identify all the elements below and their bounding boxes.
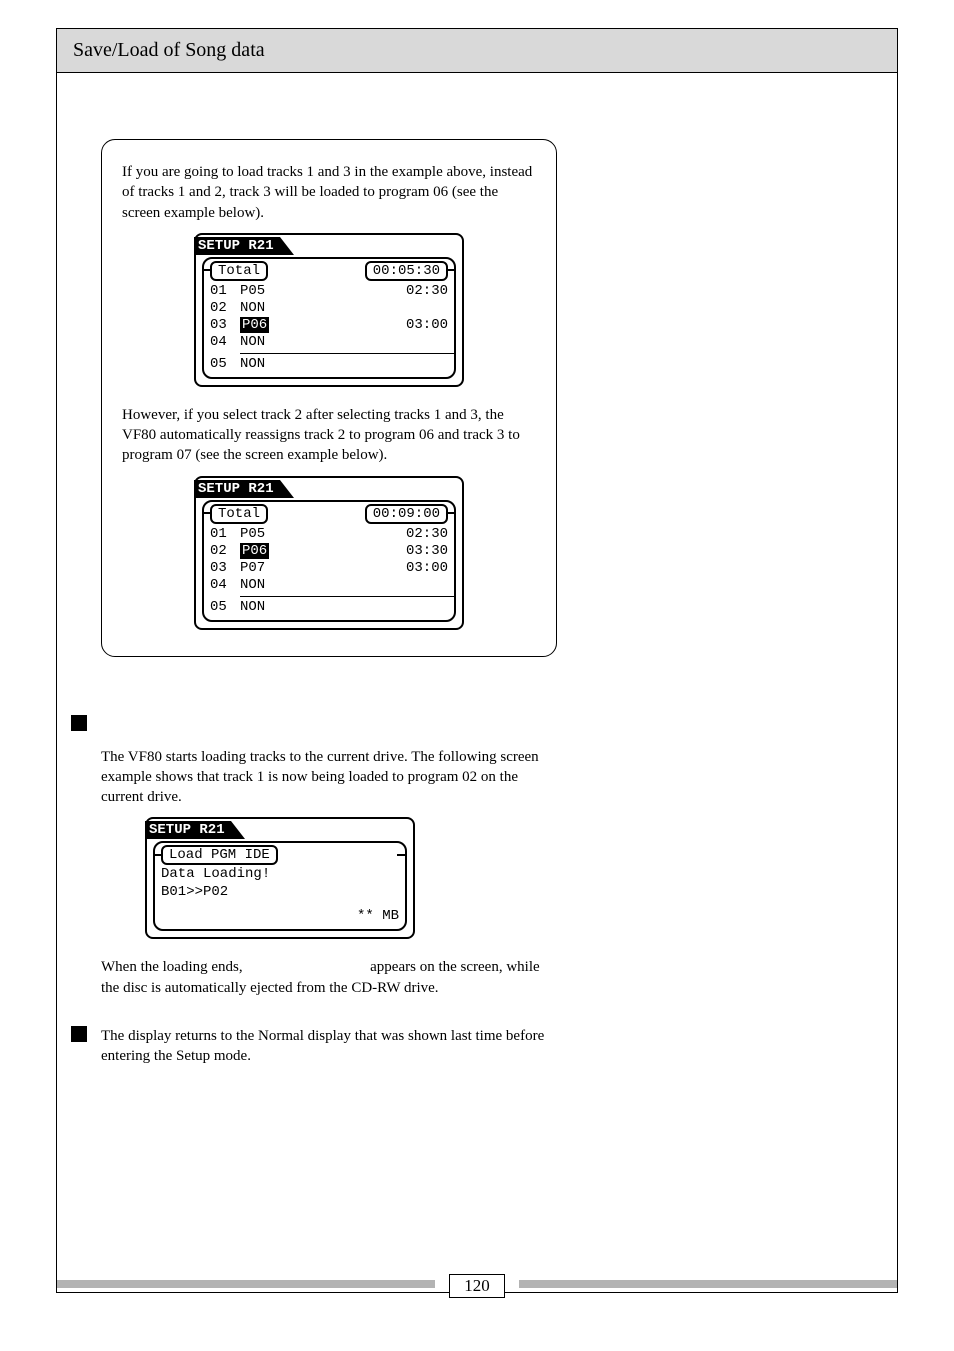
lcd-3-wrap: SETUP R21 Load PGM IDE Data Loading! B01…	[145, 817, 557, 939]
section-loading-start: The VF80 starts loading tracks to the cu…	[101, 711, 557, 998]
lcd-2-wrap: SETUP R21 Total 00:09:00 01 P05	[122, 476, 536, 630]
content-column: If you are going to load tracks 1 and 3 …	[101, 139, 557, 1066]
lcd-1-wrap: SETUP R21 Total 00:05:30 01 P05	[122, 233, 536, 387]
lcd-2-row: 01 P05 02:30	[210, 526, 448, 543]
lcd-1-row: 01 P05 02:30	[210, 283, 448, 300]
lcd-2-row: 03 P07 03:00	[210, 560, 448, 577]
section-return-normal: The display returns to the Normal displa…	[101, 1026, 557, 1067]
lcd-1-row: 02 NON	[210, 300, 448, 317]
loading-paragraph: The VF80 starts loading tracks to the cu…	[101, 747, 557, 808]
lcd-1-tab: SETUP R21	[194, 237, 280, 255]
lcd-1-rows: 01 P05 02:30 02 NON 03 P06	[210, 283, 448, 373]
loading-end-paragraph: When the loading ends, appears on the sc…	[101, 957, 557, 998]
lcd-2-tab: SETUP R21	[194, 480, 280, 498]
note-paragraph-2: However, if you select track 2 after sel…	[122, 405, 536, 466]
lcd-1-total-time: 00:05:30	[365, 261, 448, 281]
page-number-wrap: 120	[57, 1274, 897, 1298]
lcd-3-line-1: Data Loading!	[161, 865, 399, 883]
lcd-1-row: 03 P06 03:00	[210, 317, 448, 334]
lcd-1-row: 04 NON	[210, 334, 448, 351]
lcd-2-row: 04 NON	[210, 577, 448, 594]
lcd-1-total-label: Total	[210, 261, 268, 281]
lcd-3-mb: ** MB	[161, 907, 399, 925]
page-number: 120	[449, 1274, 505, 1298]
lcd-1: SETUP R21 Total 00:05:30 01 P05	[194, 233, 464, 387]
lcd-3: SETUP R21 Load PGM IDE Data Loading! B01…	[145, 817, 415, 939]
lcd-3-line-2: B01>>P02	[161, 883, 399, 901]
note-box: If you are going to load tracks 1 and 3 …	[101, 139, 557, 657]
lcd-2: SETUP R21 Total 00:09:00 01 P05	[194, 476, 464, 630]
lcd-2-total-label: Total	[210, 504, 268, 524]
page-header: Save/Load of Song data	[57, 29, 897, 73]
lcd-3-tab: SETUP R21	[145, 821, 231, 839]
page-frame: Save/Load of Song data If you are going …	[56, 28, 898, 1293]
lcd-2-rows: 01 P05 02:30 02 P06 03:30 03	[210, 526, 448, 616]
lcd-2-row: 05 NON	[210, 599, 448, 616]
bullet-icon	[71, 1026, 87, 1042]
bullet-icon	[71, 715, 87, 731]
return-paragraph: The display returns to the Normal displa…	[101, 1026, 557, 1067]
lcd-2-total-time: 00:09:00	[365, 504, 448, 524]
lcd-1-row: 05 NON	[210, 356, 448, 373]
note-paragraph-1: If you are going to load tracks 1 and 3 …	[122, 162, 536, 223]
page-title: Save/Load of Song data	[73, 39, 265, 62]
lcd-2-row: 02 P06 03:30	[210, 543, 448, 560]
lcd-3-header: Load PGM IDE	[161, 845, 278, 865]
